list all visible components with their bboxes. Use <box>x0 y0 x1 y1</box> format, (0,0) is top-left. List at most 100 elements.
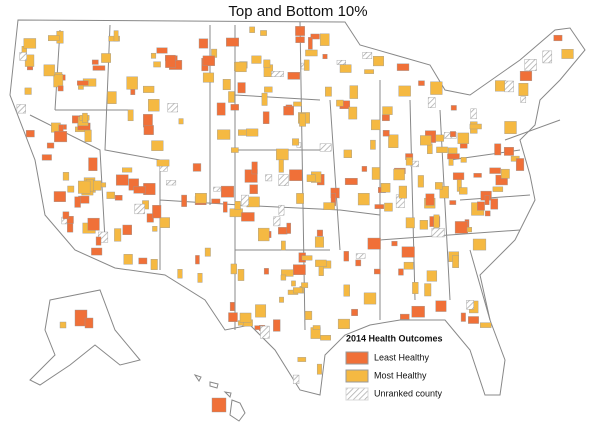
county <box>518 83 529 96</box>
county <box>484 195 490 205</box>
county <box>490 198 499 210</box>
county <box>152 226 158 232</box>
county <box>156 47 168 54</box>
county <box>230 263 237 275</box>
county <box>495 80 506 92</box>
county <box>466 300 474 310</box>
county <box>202 55 215 66</box>
county <box>239 312 252 323</box>
county <box>278 227 288 235</box>
county <box>217 129 231 140</box>
county <box>150 52 157 59</box>
county <box>281 269 294 277</box>
county <box>216 102 226 116</box>
county <box>398 185 407 199</box>
county <box>411 305 425 318</box>
county <box>127 109 134 122</box>
county <box>19 52 27 61</box>
county <box>388 134 399 148</box>
county <box>234 201 241 210</box>
county <box>113 30 119 42</box>
county <box>292 138 299 146</box>
county <box>279 296 284 303</box>
county <box>292 374 300 384</box>
county <box>148 99 160 112</box>
county <box>213 186 221 192</box>
county <box>400 313 410 320</box>
county <box>477 201 485 211</box>
county <box>114 195 123 201</box>
county <box>296 193 304 204</box>
county <box>343 284 350 297</box>
county <box>101 53 111 63</box>
county <box>401 246 415 258</box>
county <box>263 268 269 275</box>
county <box>304 310 313 320</box>
county <box>452 172 465 180</box>
county <box>241 212 255 222</box>
county <box>457 132 470 144</box>
county <box>319 33 330 46</box>
county <box>237 269 245 281</box>
county <box>348 106 358 120</box>
county <box>273 216 281 227</box>
county <box>91 59 99 65</box>
legend-swatch <box>345 351 369 365</box>
county <box>192 163 202 172</box>
county <box>431 227 445 238</box>
county <box>264 86 273 93</box>
county <box>133 186 146 194</box>
county <box>316 363 322 375</box>
county <box>472 238 487 251</box>
county <box>468 316 479 324</box>
county <box>426 270 438 282</box>
county <box>283 106 294 116</box>
county <box>78 180 91 194</box>
county <box>553 34 563 42</box>
county <box>198 38 209 49</box>
county <box>143 114 153 128</box>
county <box>278 159 284 173</box>
county <box>315 259 327 267</box>
county <box>228 91 235 103</box>
county <box>391 241 398 247</box>
county <box>504 80 514 93</box>
county <box>255 304 267 318</box>
county <box>226 37 240 47</box>
legend-label: Least Healthy <box>374 352 430 362</box>
county <box>95 236 102 246</box>
county <box>430 81 443 95</box>
county <box>286 222 292 234</box>
county <box>23 38 37 49</box>
county <box>301 255 313 261</box>
county <box>373 268 381 275</box>
county <box>43 64 55 77</box>
county <box>289 169 303 181</box>
county <box>312 325 321 330</box>
county <box>425 193 435 206</box>
county <box>494 143 502 156</box>
county <box>156 159 170 167</box>
county <box>306 174 316 182</box>
county <box>107 91 117 104</box>
county <box>363 292 377 305</box>
county <box>153 61 161 68</box>
county <box>271 71 284 77</box>
county <box>316 229 323 237</box>
county <box>473 173 482 178</box>
county <box>237 82 246 94</box>
county <box>364 69 375 74</box>
county <box>24 54 35 67</box>
county <box>405 157 413 166</box>
county <box>295 36 305 43</box>
county <box>454 221 469 234</box>
county <box>419 220 428 230</box>
county <box>371 167 381 180</box>
county <box>435 300 447 312</box>
county <box>293 101 302 107</box>
county <box>91 247 103 256</box>
county <box>370 139 376 150</box>
county <box>439 185 449 199</box>
county <box>278 174 289 186</box>
